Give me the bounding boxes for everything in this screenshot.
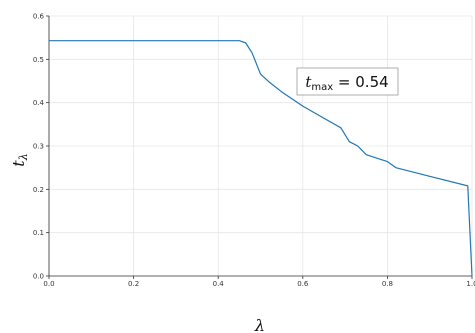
x-tick-label: 0.2 [128, 280, 139, 288]
annotation-main: t [305, 73, 312, 91]
annotation-box: tmax = 0.54 [296, 67, 399, 96]
y-axis-label-sub: λ [17, 153, 30, 161]
y-tick-label: 0.4 [33, 99, 45, 107]
annotation-sub: max [311, 82, 333, 93]
y-axis-label-main: t [9, 160, 28, 167]
annotation-text: tmax = 0.54 [305, 73, 388, 93]
y-tick-label: 0.3 [33, 143, 44, 151]
x-tick-label: 1.0 [466, 280, 475, 288]
x-tick-label: 0.0 [43, 280, 54, 288]
y-tick-label: 0.0 [33, 273, 44, 281]
annotation-frame [296, 67, 399, 96]
y-tick-label: 0.1 [33, 229, 44, 237]
y-tick-label: 0.6 [33, 13, 45, 21]
grid-lines [48, 15, 473, 277]
series-line [49, 40, 473, 277]
x-tick-label: 0.4 [213, 280, 225, 288]
y-tick-label: 0.5 [33, 56, 44, 64]
y-axis-label: tλ [9, 153, 30, 166]
axis-ticks: 0.0 0.2 0.4 0.6 0.8 1.0 0.0 0.1 0.2 0.3 0.4 0.5 0.6 [33, 13, 475, 289]
x-tick-label: 0.6 [297, 280, 309, 288]
annotation-value: = 0.54 [333, 73, 389, 91]
series-lines [49, 40, 473, 277]
x-axis-label: λ [254, 316, 265, 333]
y-tick-label: 0.2 [33, 186, 44, 194]
x-tick-label: 0.8 [382, 280, 393, 288]
